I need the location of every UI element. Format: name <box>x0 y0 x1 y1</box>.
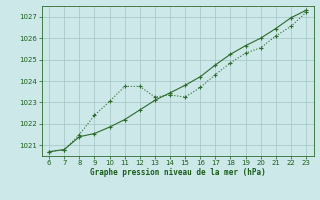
X-axis label: Graphe pression niveau de la mer (hPa): Graphe pression niveau de la mer (hPa) <box>90 168 266 177</box>
